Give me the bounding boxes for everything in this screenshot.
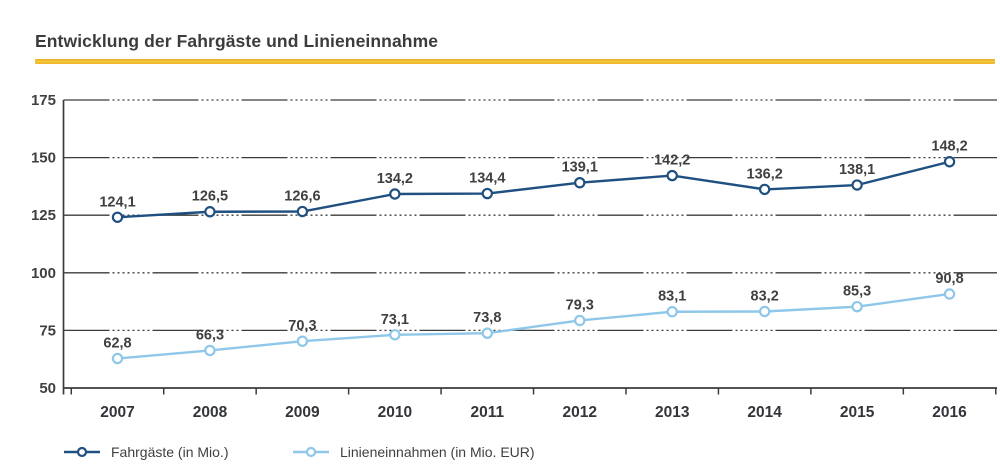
y-tick-label: 50 <box>39 380 56 397</box>
x-category-label: 2014 <box>747 404 782 421</box>
data-point-marker <box>943 288 956 300</box>
legend-label-linieneinnahmen: Linieneinnahmen (in Mio. EUR) <box>340 444 535 460</box>
legend-item-fahrgaeste: Fahrgäste (in Mio.) <box>63 444 292 460</box>
data-point-label: 83,2 <box>751 289 779 305</box>
data-point-marker <box>666 169 678 182</box>
x-category-label: 2012 <box>563 404 597 421</box>
x-category-label: 2011 <box>470 404 504 421</box>
legend-label-fahrgaeste: Fahrgäste (in Mio.) <box>111 444 229 460</box>
data-point-label: 73,8 <box>473 310 501 326</box>
x-category-label: 2015 <box>840 404 875 421</box>
y-tick-label: 75 <box>39 322 56 339</box>
data-point-marker <box>758 305 771 318</box>
data-point-marker <box>758 183 771 196</box>
data-point-label: 90,8 <box>935 271 963 287</box>
y-tick-label: 100 <box>31 265 56 282</box>
data-point-marker <box>296 335 309 347</box>
legend-item-linieneinnahmen: Linieneinnahmen (in Mio. EUR) <box>292 444 535 460</box>
data-point-label: 142,2 <box>654 153 690 169</box>
data-point-marker <box>574 177 586 189</box>
data-point-label: 136,2 <box>747 166 783 182</box>
y-tick-label: 150 <box>31 150 56 167</box>
data-point-label: 134,2 <box>377 171 413 187</box>
data-point-marker <box>111 211 124 223</box>
linieneinnahmen-line-marker-icon <box>293 446 329 458</box>
y-tick-label: 175 <box>31 92 56 109</box>
chart-legend: Fahrgäste (in Mio.) Linieneinnahmen (in … <box>63 444 535 460</box>
data-point-label: 139,1 <box>562 160 598 176</box>
data-point-marker <box>111 352 124 365</box>
series-line-1 <box>117 292 950 360</box>
data-point-label: 66,3 <box>196 327 224 343</box>
data-point-marker <box>574 314 586 327</box>
x-category-label: 2016 <box>932 404 967 421</box>
x-category-label: 2013 <box>655 404 690 421</box>
data-point-label: 83,1 <box>658 289 686 305</box>
data-point-label: 62,8 <box>103 336 131 352</box>
data-point-marker <box>481 187 493 200</box>
data-point-marker <box>204 206 216 218</box>
data-point-label: 70,3 <box>288 318 316 334</box>
data-point-label: 134,4 <box>469 171 505 187</box>
x-category-label: 2010 <box>378 404 412 421</box>
data-point-marker <box>389 329 401 341</box>
x-category-label: 2009 <box>285 404 320 421</box>
x-category-label: 2008 <box>193 404 228 421</box>
page-title: Entwicklung der Fahrgäste und Linieneinn… <box>35 31 439 51</box>
title-accent-bar <box>35 59 995 64</box>
data-point-marker <box>204 344 216 357</box>
data-point-label: 126,6 <box>284 189 320 205</box>
data-point-label: 126,5 <box>192 189 228 205</box>
x-category-label: 2007 <box>100 404 134 421</box>
data-point-marker <box>943 156 956 168</box>
data-point-label: 148,2 <box>931 139 967 155</box>
y-tick-label: 125 <box>31 207 56 224</box>
data-point-marker <box>666 306 678 318</box>
data-point-label: 138,1 <box>839 162 875 178</box>
data-point-marker <box>851 179 863 191</box>
series-line-0 <box>117 160 950 219</box>
data-point-label: 124,1 <box>99 194 135 210</box>
data-point-marker <box>296 205 309 218</box>
data-point-marker <box>481 327 493 339</box>
fahrgaeste-line-marker-icon <box>64 446 100 458</box>
data-point-marker <box>851 300 863 313</box>
data-point-label: 85,3 <box>843 284 871 300</box>
data-point-marker <box>389 188 401 200</box>
data-point-label: 73,1 <box>381 312 409 328</box>
data-point-label: 79,3 <box>566 297 594 313</box>
